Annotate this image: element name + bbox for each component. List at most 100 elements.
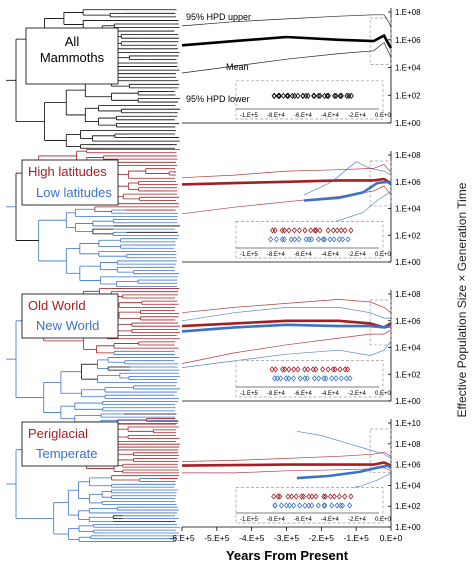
sample-marker bbox=[288, 236, 294, 243]
hpd-upper-line bbox=[181, 14, 392, 28]
inset-tick-label: -8.E+4 bbox=[267, 517, 286, 523]
sample-marker bbox=[304, 375, 310, 382]
sample-marker bbox=[338, 92, 344, 100]
sample-marker bbox=[313, 227, 319, 234]
sample-marker bbox=[280, 92, 286, 100]
sample-marker bbox=[281, 227, 287, 234]
sample-marker bbox=[291, 227, 297, 234]
sample-marker bbox=[288, 493, 295, 500]
sample-marker bbox=[283, 502, 289, 509]
sample-marker bbox=[347, 502, 353, 509]
inset-tick-label: 0.E+0 bbox=[375, 517, 392, 523]
sample-marker bbox=[316, 375, 322, 382]
mean-line bbox=[181, 461, 392, 467]
label-box bbox=[21, 421, 119, 467]
zoom-box bbox=[369, 299, 392, 346]
annotation-upper: 95% HPD upper bbox=[186, 12, 251, 22]
y-tick-label: 1.E+04 bbox=[395, 481, 421, 490]
y-tick-label: 1.E+06 bbox=[395, 178, 421, 187]
y-tick-label: 1.E+06 bbox=[395, 461, 421, 470]
sample-marker bbox=[286, 227, 292, 234]
hpd-lower-line bbox=[182, 467, 392, 474]
annotation-mean: Mean bbox=[226, 62, 249, 72]
sample-marker bbox=[271, 92, 277, 100]
sample-marker bbox=[348, 92, 354, 100]
sample-marker bbox=[336, 236, 342, 243]
y-axis-label: Effective Population Size × Generation T… bbox=[455, 182, 469, 417]
x-tick-label: -2.E+5 bbox=[309, 533, 335, 543]
annotation-lower: 95% HPD lower bbox=[186, 94, 250, 104]
label-box bbox=[21, 293, 119, 339]
mean-line bbox=[296, 464, 392, 480]
sample-marker bbox=[348, 227, 354, 234]
sample-marker bbox=[275, 92, 282, 100]
sample-marker bbox=[316, 92, 322, 100]
sample-marker bbox=[302, 366, 308, 373]
sample-marker bbox=[322, 493, 328, 500]
panel-label: All Mammoths bbox=[40, 34, 105, 65]
hpd-lower-line bbox=[181, 185, 392, 215]
hpd-lower-line bbox=[181, 329, 392, 364]
sample-marker bbox=[293, 493, 299, 500]
panel-3: Old World New World 1.E+08 1.E+06 1.E+04 1.E+… bbox=[6, 288, 421, 424]
inset-tick-label: -1.E+5 bbox=[240, 517, 259, 523]
sample-marker bbox=[342, 493, 348, 500]
sample-marker bbox=[295, 92, 301, 100]
inset-tick-label: -6.E+4 bbox=[294, 113, 313, 119]
sample-marker bbox=[313, 366, 319, 373]
hpd-upper-line bbox=[181, 299, 392, 314]
inset-tick-label: -1.E+5 bbox=[240, 113, 259, 119]
sample-marker bbox=[345, 366, 351, 373]
inset-tick-label: -4.E+4 bbox=[321, 391, 340, 397]
inset-box bbox=[235, 80, 384, 120]
sample-marker bbox=[296, 227, 302, 234]
sample-marker bbox=[281, 236, 287, 243]
sample-marker bbox=[299, 493, 305, 500]
y-tick-label: 1.E+08 bbox=[395, 290, 421, 299]
sample-marker bbox=[278, 502, 284, 509]
sample-marker bbox=[322, 502, 328, 509]
panel-1: All Mammoths 1.E+08 1.E+06 1.E+04 1.E+02 1.E+0… bbox=[6, 8, 421, 149]
sample-marker bbox=[334, 227, 340, 234]
sample-marker bbox=[327, 236, 333, 243]
inset-tick-label: 0.E+0 bbox=[375, 252, 392, 258]
sample-marker bbox=[331, 236, 337, 243]
mean-line bbox=[181, 33, 393, 49]
inset-tick-label: -4.E+4 bbox=[321, 252, 340, 258]
sample-marker bbox=[336, 493, 342, 500]
sample-marker bbox=[330, 227, 336, 234]
sample-marker bbox=[291, 375, 297, 382]
sample-marker bbox=[285, 92, 291, 100]
y-tick-label: 1.E+08 bbox=[395, 8, 421, 17]
sample-marker bbox=[340, 236, 346, 243]
sample-marker bbox=[291, 502, 297, 509]
hpd-lower-line bbox=[181, 340, 392, 368]
sample-marker bbox=[278, 375, 284, 382]
x-axis-label: Years From Present bbox=[226, 548, 349, 563]
sample-marker bbox=[321, 502, 327, 509]
sample-marker bbox=[297, 502, 303, 509]
sample-marker bbox=[309, 502, 315, 509]
sample-marker bbox=[311, 92, 317, 100]
sample-marker bbox=[295, 366, 301, 373]
y-tick-label: 1.E+04 bbox=[395, 344, 421, 353]
y-tick-label: 1.E+10 bbox=[395, 419, 421, 428]
sample-marker bbox=[271, 493, 277, 500]
sample-marker bbox=[302, 502, 308, 509]
label-box bbox=[21, 159, 119, 206]
mean-line bbox=[303, 180, 392, 202]
sample-marker bbox=[324, 92, 330, 100]
sample-marker bbox=[272, 366, 279, 373]
hpd-upper-line bbox=[303, 161, 392, 196]
hpd-upper-line bbox=[181, 163, 392, 179]
sample-marker bbox=[309, 493, 315, 500]
sample-marker bbox=[313, 493, 319, 500]
y-tick-label: 1.E+02 bbox=[395, 231, 421, 240]
y-tick-label: 1.E+08 bbox=[395, 151, 421, 160]
sample-marker bbox=[321, 493, 327, 500]
phylogeny-tree-3 bbox=[6, 288, 180, 424]
y-tick-label: 1.E+00 bbox=[395, 258, 421, 267]
y-tick-label: 1.E+00 bbox=[395, 523, 421, 532]
x-tick-label: -3.E+5 bbox=[274, 533, 300, 543]
